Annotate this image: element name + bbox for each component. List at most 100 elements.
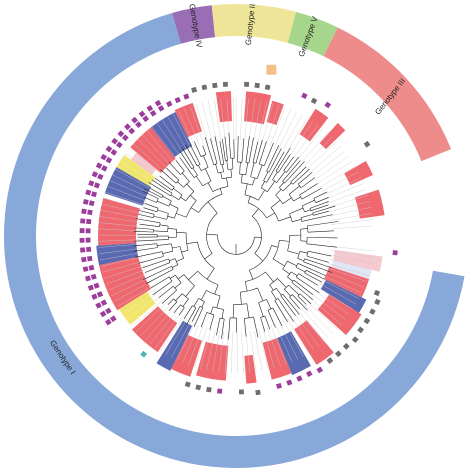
branch-leaf <box>248 137 254 164</box>
leaf-name-stroke <box>324 183 364 200</box>
branch-leaf <box>148 182 171 197</box>
branch-leaf <box>282 293 300 315</box>
leaf-name-stroke <box>117 284 154 307</box>
branch-stem <box>263 171 269 181</box>
clade-red-27 <box>130 127 176 174</box>
branch-stem <box>177 181 184 188</box>
marker-purple-square <box>110 149 118 156</box>
branch-leaf <box>200 312 208 328</box>
leaf-name-stroke <box>140 305 170 337</box>
branch-arc <box>267 307 273 311</box>
marker-gray-square <box>351 336 359 344</box>
branch-leaf <box>145 269 174 284</box>
branch-leaf <box>193 307 204 328</box>
branch-leaf <box>228 132 231 159</box>
branch-stem <box>192 167 198 176</box>
marker-purple-square <box>97 173 104 180</box>
leaf-name-stroke <box>132 299 164 328</box>
branch-leaf <box>142 266 172 281</box>
clade-red-14 <box>262 337 292 380</box>
leaf-name-stroke <box>99 248 141 255</box>
branch-stem <box>257 287 264 302</box>
marker-gray-square <box>363 317 371 325</box>
marker-gray-square <box>254 82 260 89</box>
branch-leaf <box>133 247 158 252</box>
branch-arc <box>156 198 159 203</box>
branch-stem <box>226 160 229 170</box>
branch-leaf <box>299 183 318 196</box>
leaf-name-stroke <box>266 326 281 367</box>
branch-stem <box>193 298 199 307</box>
leaf-name-stroke <box>121 158 157 183</box>
leaf-name-stroke <box>151 126 178 161</box>
leaf-name-stroke <box>274 323 293 363</box>
marker-purple-square <box>117 130 125 138</box>
branch-leaf <box>301 187 322 200</box>
branch-stem <box>175 213 187 218</box>
leaf-name-stroke <box>316 161 353 185</box>
branch-stem <box>287 250 300 255</box>
branch-stem <box>251 208 259 217</box>
genotype-ring-layer <box>4 3 465 469</box>
branch-arc <box>241 182 253 186</box>
branch-stem <box>162 250 173 254</box>
marker-gray-square <box>310 97 318 105</box>
branch-leaf <box>134 243 157 247</box>
leaf-name-stroke <box>214 99 222 142</box>
marker-purple-square <box>88 200 95 207</box>
branch-stem <box>220 172 223 179</box>
branch-arc <box>289 294 293 298</box>
branch-stem <box>230 169 232 178</box>
branch-leaf <box>289 296 300 309</box>
leaf-name-stroke <box>156 122 182 158</box>
branch-leaf <box>277 298 294 322</box>
marker-gray-square <box>342 342 350 350</box>
branch-arc <box>251 216 262 254</box>
leaf-name-stroke <box>200 328 212 370</box>
genotype-ii-band <box>211 3 297 43</box>
branch-leaf <box>293 279 314 296</box>
marker-purple-square <box>93 182 101 189</box>
marker-purple-square <box>109 315 117 323</box>
leaf-name-stroke <box>178 110 197 149</box>
marker-purple-square <box>124 123 131 131</box>
branch-arc <box>179 246 184 259</box>
branch-leaf <box>268 148 282 173</box>
leaf-name-stroke <box>331 219 374 225</box>
marker-gray-square <box>264 84 271 91</box>
branch-stem <box>173 188 183 196</box>
marker-purple-square <box>93 282 100 289</box>
branch-arc <box>212 306 224 310</box>
marker-purple-square <box>82 199 89 205</box>
leaf-name-stroke <box>102 260 144 273</box>
branch-leaf <box>315 197 329 203</box>
clade-blue-22 <box>96 242 139 266</box>
branch-arc <box>197 241 215 269</box>
branch-stem <box>267 181 276 192</box>
marker-purple-square <box>86 246 92 253</box>
marker-gray-square <box>255 389 261 396</box>
branch-leaf <box>274 300 288 323</box>
branch-leaf <box>149 187 164 196</box>
leaf-name-stroke <box>182 324 200 364</box>
marker-gray-square <box>326 357 334 364</box>
leaf-name-stroke <box>326 267 367 282</box>
marker-purple-square <box>87 209 93 216</box>
branch-leaf <box>144 262 171 273</box>
leaf-name-stroke <box>99 216 142 223</box>
leaf-name-stroke <box>317 286 353 310</box>
branch-leaf <box>275 147 291 172</box>
branch-stem <box>260 181 265 189</box>
leaf-name-stroke <box>206 329 216 371</box>
leaf-name-stroke <box>249 330 257 373</box>
branch-stem <box>258 189 265 201</box>
branch-leaf <box>244 318 247 337</box>
marker-purple-square <box>166 100 173 108</box>
branch-leaf <box>150 276 170 289</box>
leaf-name-stroke <box>218 331 225 373</box>
branch-leaf <box>264 315 271 330</box>
branch-stem <box>181 249 189 253</box>
branch-stem <box>167 215 175 219</box>
branch-leaf <box>310 204 329 212</box>
branch-stem <box>157 200 169 207</box>
